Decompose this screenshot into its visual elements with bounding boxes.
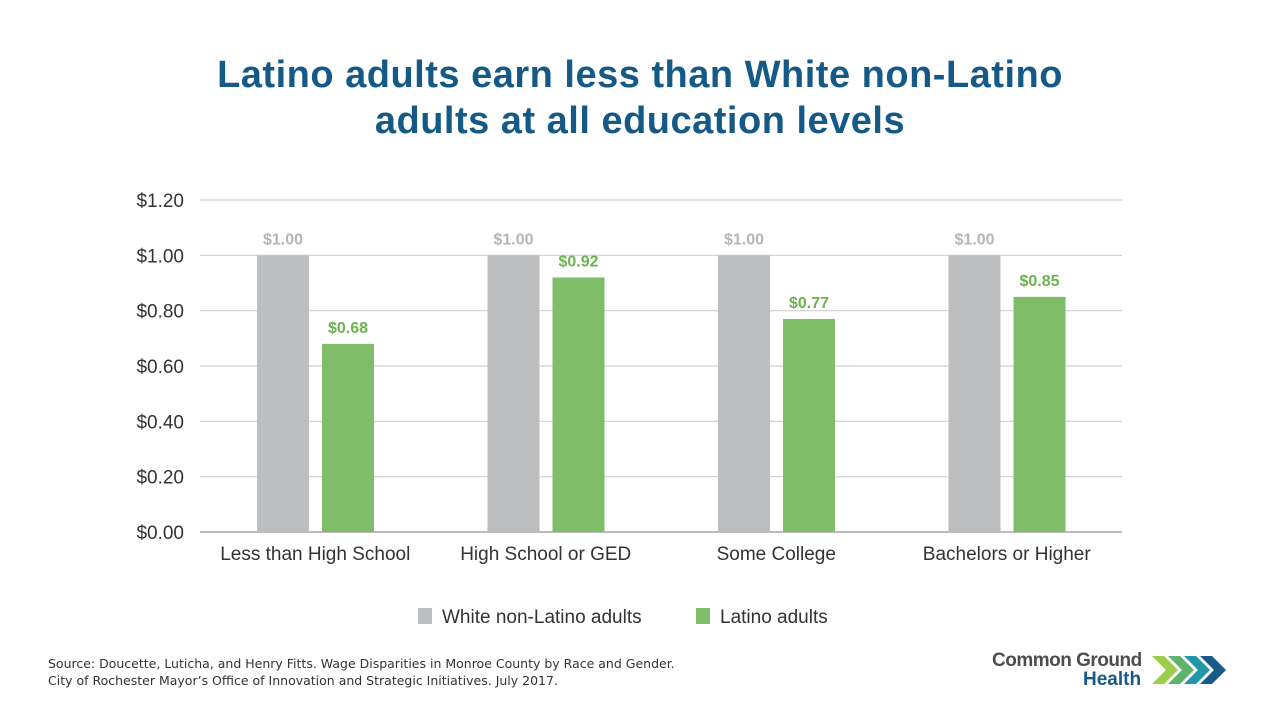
- legend-label: Latino adults: [720, 607, 828, 628]
- legend-swatch: [418, 608, 432, 624]
- y-tick-label: $0.80: [136, 302, 184, 323]
- chevrons-icon: [1152, 656, 1226, 684]
- title-line-2: adults at all education levels: [374, 100, 906, 142]
- title-line-1: Latino adults earn less than White non-L…: [217, 54, 1063, 96]
- source-line-2: City of Rochester Mayor’s Office of Inno…: [48, 673, 558, 688]
- data-label: $1.00: [724, 231, 764, 248]
- data-label: $1.00: [493, 231, 533, 248]
- y-tick-label: $0.60: [136, 357, 184, 378]
- legend-swatch: [696, 608, 710, 624]
- source-line-1: Source: Doucette, Luticha, and Henry Fit…: [48, 656, 675, 671]
- data-label: $0.85: [1019, 273, 1059, 290]
- bar-latino: [783, 318, 835, 532]
- bar-white-non-latino: [948, 255, 1001, 533]
- y-tick-label: $0.40: [136, 412, 184, 433]
- common-ground-health-logo: Common Ground Health: [990, 650, 1240, 692]
- bar-white-non-latino: [257, 255, 309, 533]
- bar-white-non-latino: [487, 255, 540, 533]
- data-label: $1.00: [263, 231, 303, 248]
- bar-chart: $0.00 $0.20 $0.40 $0.60 $0.80 $1.00 $1.20 $1.00…: [136, 191, 1122, 628]
- source-citation: Source: Doucette, Luticha, and Henry Fit…: [48, 655, 675, 689]
- y-tick-label: $1.20: [136, 191, 184, 212]
- y-tick-label: $0.20: [136, 468, 184, 489]
- data-label: $1.00: [954, 231, 994, 248]
- data-label: $0.77: [789, 295, 829, 312]
- y-tick-label: $1.00: [136, 246, 184, 267]
- logo-text-line-1: Common Ground: [992, 650, 1142, 671]
- y-tick-label: $0.00: [136, 523, 184, 544]
- x-category-label: High School or GED: [460, 544, 631, 565]
- x-category-label: Less than High School: [220, 544, 410, 565]
- bar-latino: [552, 277, 605, 532]
- bar-white-non-latino: [718, 255, 770, 533]
- chart-title: Latino adults earn less than White non-L…: [0, 52, 1280, 144]
- data-label: $0.68: [328, 320, 368, 337]
- data-label: $0.92: [558, 253, 598, 270]
- bar-latino: [322, 343, 374, 532]
- x-category-label: Some College: [717, 544, 836, 565]
- bar-latino: [1013, 296, 1066, 532]
- logo-text-line-2: Health: [1083, 669, 1142, 690]
- legend-label: White non-Latino adults: [442, 607, 642, 628]
- x-category-label: Bachelors or Higher: [923, 544, 1092, 565]
